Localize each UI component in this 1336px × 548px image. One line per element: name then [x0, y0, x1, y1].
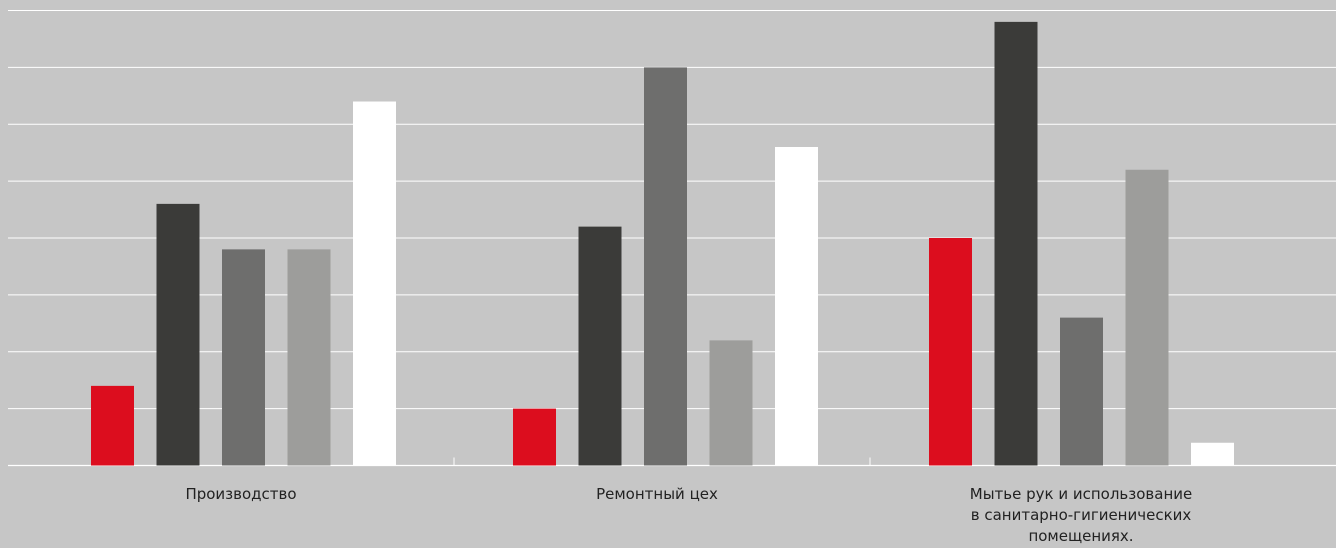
bar [578, 226, 622, 466]
bar [287, 249, 331, 466]
bars [91, 21, 1234, 466]
category-label: Производство [185, 485, 296, 503]
category-label: Ремонтный цех [596, 485, 718, 503]
category-label-line: Ремонтный цех [596, 485, 718, 503]
bar [513, 408, 556, 466]
bar [709, 340, 753, 466]
category-label-line: в санитарно-гигиенических [971, 506, 1192, 524]
bar [1191, 442, 1234, 466]
bar [929, 238, 972, 466]
bar [91, 385, 134, 466]
bar [222, 249, 265, 466]
category-labels: Производство Ремонтный цех Мытье рук и исп… [185, 485, 1192, 545]
bar [156, 203, 200, 466]
bar [1125, 169, 1169, 466]
category-label-line: Мытье рук и использование [970, 485, 1192, 503]
bar [775, 147, 818, 466]
bar [644, 67, 687, 466]
category-label-line: помещениях. [1028, 527, 1133, 545]
category-label: Мытье рук и использование в санитарно-гиг… [970, 485, 1192, 545]
bar [353, 101, 396, 466]
bar [1060, 317, 1103, 466]
bar [994, 21, 1038, 466]
category-label-line: Производство [185, 485, 296, 503]
